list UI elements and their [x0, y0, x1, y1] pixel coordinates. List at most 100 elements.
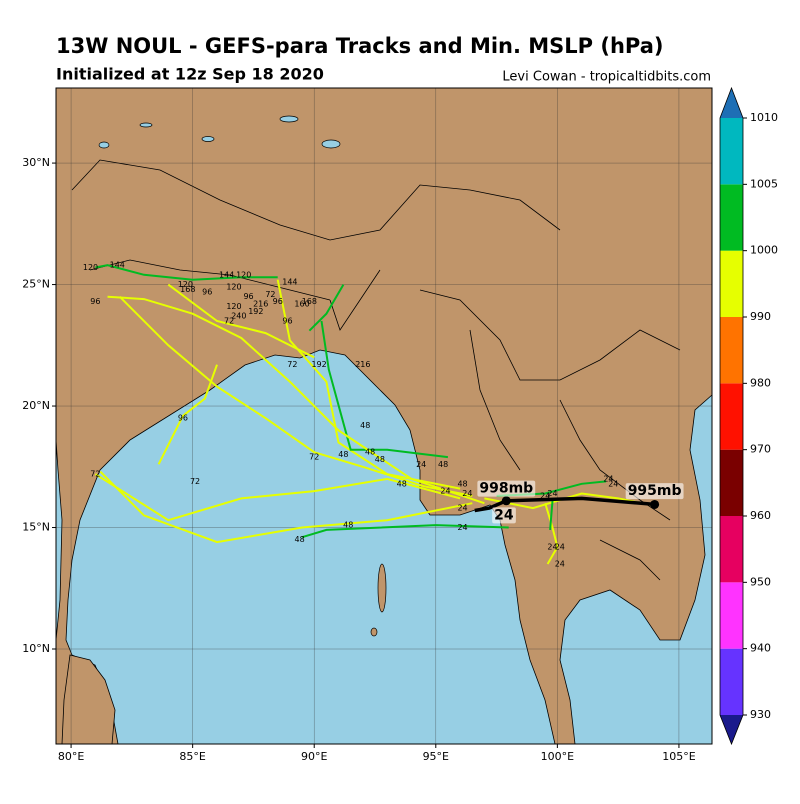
- x-tick-label: 100°E: [541, 750, 574, 763]
- hour-label: 48: [457, 479, 467, 488]
- x-tick-label: 90°E: [301, 750, 327, 763]
- map-frame: [55, 87, 713, 745]
- basemap: [56, 88, 712, 744]
- colorbar-tick-label: 990: [750, 310, 771, 323]
- colorbar: 930 940 950 960 970 980 990 1000 1005 1010: [719, 86, 778, 746]
- hour-label: 96: [202, 287, 212, 296]
- ensemble-track: [157, 364, 218, 465]
- colorbar-bin: [720, 118, 743, 185]
- tracks: [94, 264, 660, 565]
- hour-label: 96: [178, 414, 188, 423]
- lake: [321, 139, 341, 149]
- hour-label: 24: [416, 460, 426, 469]
- y-tick-label: 20°N: [22, 399, 50, 412]
- mean-track-point: [650, 499, 660, 509]
- hour-label: 48: [375, 455, 385, 464]
- island: [370, 627, 378, 637]
- hour-label: 24: [462, 489, 472, 498]
- colorbar-tick-label: 980: [750, 376, 771, 389]
- ensemble-track: [94, 473, 461, 522]
- hour-label: 24: [457, 523, 467, 532]
- hour-label: 120: [226, 302, 241, 311]
- hour-label: 216: [355, 360, 370, 369]
- lake: [279, 115, 299, 123]
- hour-label: 168: [302, 297, 317, 306]
- ensemble-track: [118, 295, 473, 497]
- mean-track-point: [501, 496, 511, 506]
- hour-label: 96: [282, 317, 292, 326]
- chart-subtitle: Initialized at 12z Sep 18 2020: [56, 65, 324, 84]
- colorbar-bin: [720, 250, 743, 317]
- hour-label: 160: [294, 299, 309, 308]
- hour-label: 24: [540, 491, 550, 500]
- hour-label: 144: [219, 270, 234, 279]
- colorbar-tick-label: 1000: [750, 244, 778, 257]
- hour-label: 240: [231, 312, 246, 321]
- hour-label: 24: [457, 504, 467, 513]
- colorbar-tick-label: 1010: [750, 111, 778, 124]
- hour-label: 24: [547, 542, 557, 551]
- ensemble-track: [549, 500, 554, 530]
- hour-label: 120: [226, 282, 241, 291]
- hour-label: 120: [178, 280, 193, 289]
- ensemble-track: [99, 470, 473, 544]
- arabian-sea-strip: [56, 439, 63, 641]
- hour-label: 24: [555, 542, 565, 551]
- colorbar-over: [720, 88, 743, 118]
- annotation-box: [477, 480, 536, 497]
- lake: [139, 122, 153, 128]
- lake: [98, 141, 110, 149]
- colorbar-bin: [720, 317, 743, 384]
- hour-label: 72: [287, 360, 297, 369]
- annotation: 24: [494, 507, 514, 523]
- lake: [201, 136, 215, 142]
- south-china-sea: [559, 394, 712, 744]
- hour-label: 216: [253, 299, 268, 308]
- y-tick-label: 15°N: [22, 521, 50, 534]
- x-tick-label: 80°E: [58, 750, 84, 763]
- colorbar-tick-label: 960: [750, 509, 771, 522]
- border: [71, 159, 681, 581]
- ensemble-track: [95, 264, 278, 281]
- hour-label: 72: [190, 477, 200, 486]
- andaman-islands: [377, 563, 387, 613]
- colorbar-bin: [720, 449, 743, 516]
- y-tick-label: 25°N: [22, 278, 50, 291]
- bay-of-bengal: [65, 349, 556, 744]
- colorbar-tick-label: 950: [750, 575, 771, 588]
- hour-label: 96: [90, 297, 100, 306]
- hour-label: 192: [311, 360, 326, 369]
- hour-label: 48: [338, 450, 348, 459]
- x-tick-label: 85°E: [179, 750, 205, 763]
- hour-label: 120: [83, 263, 98, 272]
- colorbar-tick-label: 970: [750, 443, 771, 456]
- hour-label: 72: [265, 290, 275, 299]
- hour-label: 24: [608, 479, 618, 488]
- ensemble-track: [167, 283, 315, 359]
- annotation: 995mb: [628, 483, 682, 499]
- hour-label: 72: [90, 470, 100, 479]
- colorbar-bin: [720, 383, 743, 450]
- annotation-box: [625, 483, 684, 500]
- credit: Levi Cowan - tropicaltidbits.com: [502, 70, 711, 85]
- hour-label: 24: [603, 474, 613, 483]
- hour-label: 144: [110, 261, 125, 270]
- hour-label: 48: [438, 460, 448, 469]
- y-tick-label: 10°N: [22, 642, 50, 655]
- hour-label: 48: [295, 535, 305, 544]
- hour-label: 48: [360, 421, 370, 430]
- hour-label: 72: [309, 453, 319, 462]
- ensemble-track: [544, 502, 559, 565]
- chart-title: 13W NOUL - GEFS-para Tracks and Min. MSL…: [56, 34, 664, 58]
- ensemble-track: [320, 320, 449, 459]
- grid: 80°E 85°E 90°E 95°E 100°E 105°E 10°N 15°N 20°N 25…: [22, 88, 712, 763]
- hour-label: 144: [282, 278, 297, 287]
- colorbar-bin: [720, 516, 743, 583]
- hour-label: 120: [236, 270, 251, 279]
- hour-label: 96: [243, 292, 253, 301]
- x-tick-label: 105°E: [662, 750, 695, 763]
- x-tick-label: 95°E: [423, 750, 449, 763]
- hour-label: 48: [397, 479, 407, 488]
